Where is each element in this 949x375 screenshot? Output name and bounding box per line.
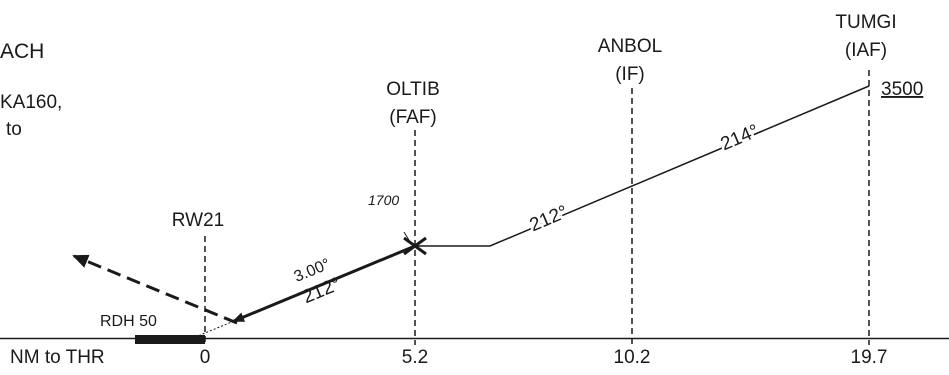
- note-line-1: KA160,: [0, 92, 62, 113]
- rdh-label: RDH 50: [100, 313, 157, 330]
- distance-mark-5-2: 5.2: [402, 347, 428, 368]
- oltib-altitude: 1700: [368, 192, 399, 208]
- initial-track-label: 214°: [718, 121, 762, 156]
- runway-bar: [135, 335, 205, 344]
- final-approach-arrow: [232, 244, 416, 323]
- final-approach-extension: [192, 320, 235, 339]
- missed-approach-path: [72, 254, 238, 325]
- oltib-role: (FAF): [389, 107, 437, 128]
- approach-path: [415, 85, 870, 247]
- distance-axis-label: NM to THR: [10, 347, 105, 368]
- distance-mark-19-7: 19.7: [851, 347, 888, 368]
- distance-mark-0: 0: [200, 347, 211, 368]
- faf-cross-marker: [403, 236, 427, 256]
- anbol-role: (IF): [615, 64, 645, 85]
- note-line-2: to: [6, 119, 22, 140]
- title-fragment: ACH: [0, 40, 44, 63]
- oltib-name: OLTIB: [386, 79, 440, 100]
- intermediate-track-label: 212°: [527, 202, 571, 237]
- tumgi-name: TUMGI: [835, 12, 896, 33]
- anbol-name: ANBOL: [598, 36, 662, 57]
- runway-name: RW21: [172, 210, 224, 231]
- tumgi-role: (IAF): [845, 40, 887, 61]
- tumgi-altitude: 3500: [881, 79, 923, 100]
- distance-mark-10-2: 10.2: [614, 347, 651, 368]
